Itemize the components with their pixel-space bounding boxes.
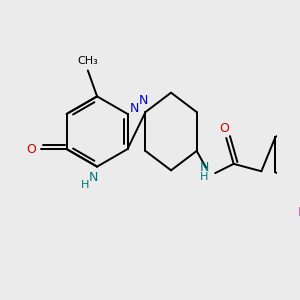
Text: N: N xyxy=(200,161,209,174)
Text: O: O xyxy=(27,142,37,156)
Text: N: N xyxy=(139,94,148,107)
Text: H: H xyxy=(200,172,208,182)
Text: F: F xyxy=(298,206,300,219)
Text: H: H xyxy=(81,180,89,190)
Text: N: N xyxy=(89,171,98,184)
Text: N: N xyxy=(130,102,140,115)
Text: O: O xyxy=(220,122,230,135)
Text: CH₃: CH₃ xyxy=(77,56,98,66)
